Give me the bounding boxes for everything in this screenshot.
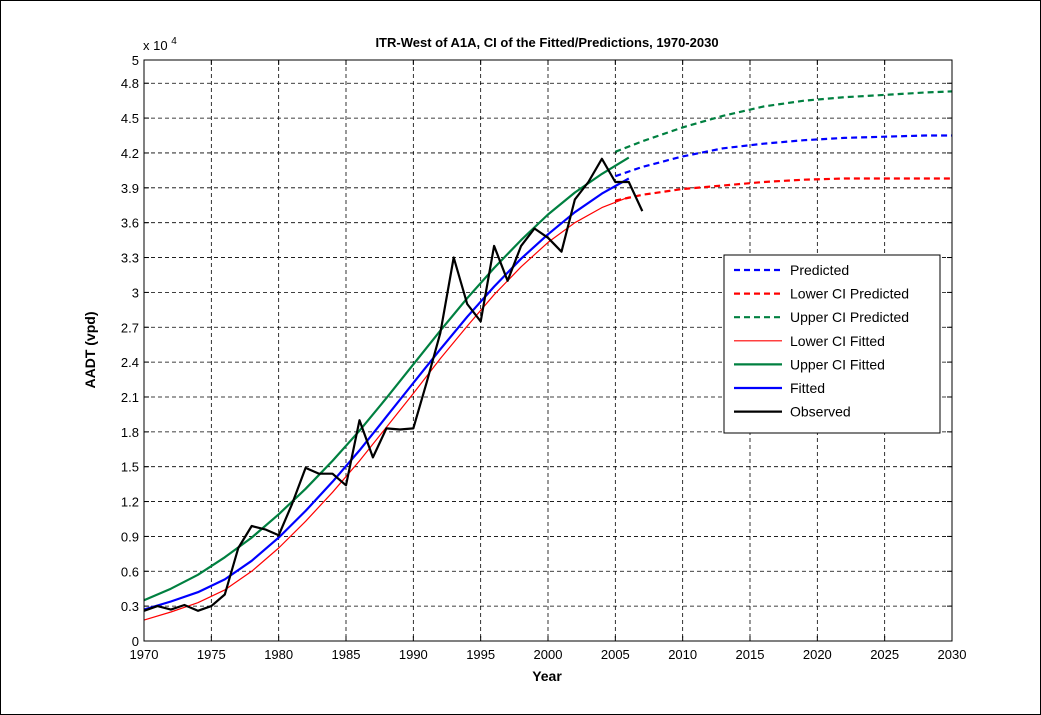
y-tick-label: 0.9	[121, 529, 139, 544]
y-tick-label: 3.6	[121, 216, 139, 231]
y-exponent-prefix: x 10	[143, 38, 168, 53]
x-tick-label: 1990	[399, 647, 428, 662]
series-line-predicted	[614, 134, 952, 178]
series-line-upper-ci-predicted	[614, 90, 953, 153]
y-axis-ticks: 0 0.3 0.6 0.9 1.2 1.5 1.8 2.1 2.4 2.7 3 3.3 3.6 3.9 4.…	[121, 53, 952, 649]
y-tick-label: 0	[132, 634, 139, 649]
series-lines	[143, 90, 953, 621]
x-tick-label: 1985	[332, 647, 361, 662]
y-tick-label: 2.1	[121, 390, 139, 405]
y-tick-label: 0.6	[121, 564, 139, 579]
y-tick-label: 3.9	[121, 181, 139, 196]
x-tick-label: 1975	[197, 647, 226, 662]
legend: Predicted Lower CI Predicted Upper CI Pred…	[723, 254, 941, 434]
y-tick-label: 2.4	[121, 355, 139, 370]
legend-label: Fitted	[790, 380, 825, 396]
x-tick-label: 1980	[264, 647, 293, 662]
y-tick-label: 2.7	[121, 320, 139, 335]
x-tick-label: 2015	[736, 647, 765, 662]
legend-box	[723, 254, 941, 434]
y-tick-label: 4.2	[121, 146, 139, 161]
x-tick-label: 2020	[803, 647, 832, 662]
svg-text:x 10 4: x 10 4	[143, 36, 177, 53]
legend-label: Upper CI Fitted	[790, 356, 885, 372]
y-tick-label: 3.3	[121, 251, 139, 266]
series-line-fitted	[143, 177, 630, 611]
y-tick-label: 4.5	[121, 111, 139, 126]
y-tick-label: 3	[132, 285, 139, 300]
x-tick-label: 1995	[466, 647, 495, 662]
x-tick-label: 2010	[668, 647, 697, 662]
y-exponent-power: 4	[171, 36, 177, 47]
legend-label: Predicted	[790, 262, 849, 278]
y-tick-label: 1.5	[121, 460, 139, 475]
x-axis-ticks: 1970 1975 1980 1985 1990 1995 2000 2005 2010 2015…	[130, 60, 967, 662]
y-tick-label: 5	[132, 53, 139, 68]
y-exponent-label: x 10 4	[143, 36, 177, 53]
x-tick-label: 2025	[870, 647, 899, 662]
y-tick-label: 1.2	[121, 495, 139, 510]
legend-label: Lower CI Predicted	[790, 286, 909, 302]
series-line-lower-ci-predicted	[615, 177, 952, 202]
legend-label: Upper CI Predicted	[790, 309, 909, 325]
series-line-lower-ci-fitted	[143, 196, 630, 621]
series-line-upper-ci-fitted	[143, 156, 630, 602]
legend-label: Lower CI Fitted	[790, 333, 885, 349]
chart-title: ITR-West of A1A, CI of the Fitted/Predic…	[375, 35, 718, 50]
x-axis-label: Year	[532, 668, 562, 684]
series-line-observed	[143, 157, 644, 612]
x-tick-label: 2000	[534, 647, 563, 662]
y-tick-label: 1.8	[121, 425, 139, 440]
x-tick-label: 2005	[601, 647, 630, 662]
y-axis-label: AADT (vpd)	[82, 312, 98, 389]
legend-label: Observed	[790, 404, 851, 420]
x-tick-label: 1970	[130, 647, 159, 662]
x-tick-label: 2030	[938, 647, 967, 662]
y-tick-label: 4.8	[121, 76, 139, 91]
y-tick-label: 0.3	[121, 599, 139, 614]
